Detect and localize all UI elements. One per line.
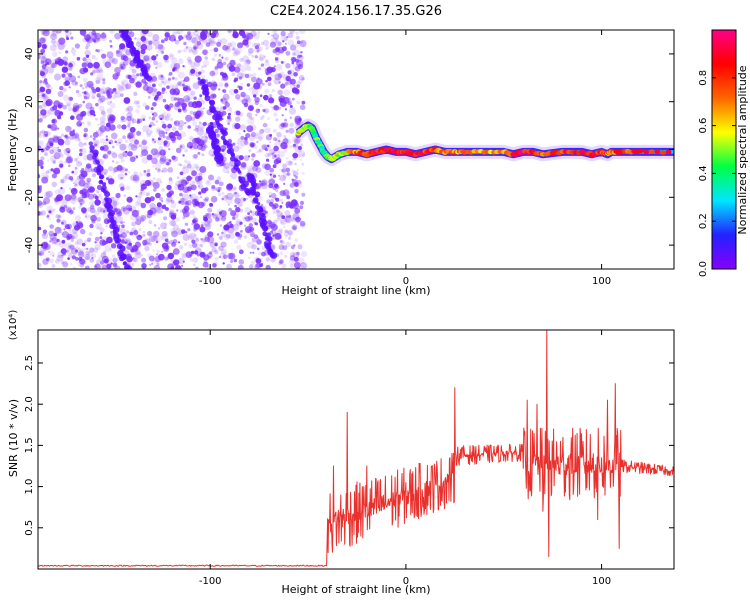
colorbar-tick-label: 0.0 — [698, 261, 709, 277]
spectrogram-plot: -100 0 100 -40 -20 0 20 40 — [24, 29, 675, 287]
top-ytick-label: 0 — [24, 146, 35, 152]
ridge-point — [665, 149, 672, 155]
bottom-ytick-label: 2.5 — [24, 355, 35, 371]
chart-title: C2E4.2024.156.17.35.G26 — [270, 4, 442, 19]
bottom-xtick-label: 0 — [403, 576, 409, 587]
top-ytick-label: 20 — [24, 95, 35, 108]
top-xlabel: Height of straight line (km) — [281, 284, 430, 297]
top-ylabel: Frequency (Hz) — [6, 109, 19, 192]
top-xtick-label: 100 — [592, 276, 611, 287]
ridge-point — [648, 149, 655, 154]
ridge-point — [637, 148, 644, 154]
bottom-ytick-label: 0.5 — [24, 520, 35, 536]
bottom-xlabel: Height of straight line (km) — [281, 583, 430, 596]
ridge-points — [295, 123, 672, 162]
bottom-frame — [37, 329, 675, 570]
colorbar-tick-label: 0.6 — [698, 118, 709, 134]
top-ytick-label: -40 — [24, 237, 35, 253]
ridge-point — [659, 150, 666, 155]
colorbar-tick-label: 0.4 — [698, 165, 709, 181]
snr-plot: -100 0 100 0.5 1.0 1.5 2.0 2.5 — [24, 329, 675, 587]
colorbar-label: Normalized spectral amplitude — [736, 65, 749, 234]
ridge-point — [654, 149, 661, 154]
top-xtick-label: -100 — [199, 276, 222, 287]
bottom-xtick-label: 100 — [592, 576, 611, 587]
bottom-ytick-label: 1.0 — [24, 479, 35, 495]
bottom-yscale-label: (x10⁴) — [8, 310, 19, 341]
colorbar-tick-label: 0.2 — [698, 213, 709, 229]
ridge-point — [643, 149, 650, 154]
top-ytick-label: 40 — [24, 48, 35, 61]
colorbar-tick-label: 0.8 — [698, 70, 709, 86]
top-xtick-label: 0 — [403, 276, 409, 287]
snr-line — [38, 330, 674, 567]
top-ytick-label: -20 — [24, 189, 35, 205]
bottom-ytick-label: 1.5 — [24, 437, 35, 453]
colorbar-gradient — [711, 29, 737, 270]
bottom-xtick-label: -100 — [199, 576, 222, 587]
snr-line-group — [38, 330, 674, 567]
bottom-ytick-label: 2.0 — [24, 396, 35, 412]
spectrogram-image — [38, 30, 674, 269]
colorbar: 0.0 0.2 0.4 0.6 0.8 — [698, 29, 737, 277]
noise-region — [38, 30, 308, 269]
bottom-ylabel: SNR (10 * v/v) — [7, 399, 20, 477]
